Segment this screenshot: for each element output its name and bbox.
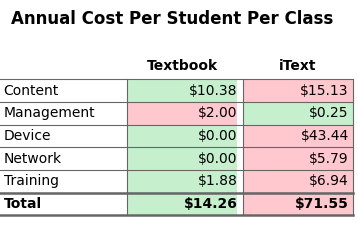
Text: $43.44: $43.44 (300, 129, 349, 143)
Text: $0.00: $0.00 (198, 152, 237, 166)
Text: $14.26: $14.26 (184, 197, 237, 211)
Text: Content: Content (4, 84, 59, 98)
Bar (127, 147, 237, 170)
Bar (127, 125, 237, 147)
Bar (127, 102, 237, 125)
Bar (127, 193, 237, 215)
Bar (243, 170, 353, 193)
Bar (243, 125, 353, 147)
Text: Network: Network (4, 152, 62, 166)
Text: $2.00: $2.00 (198, 106, 237, 120)
Text: $71.55: $71.55 (295, 197, 349, 211)
Text: $5.79: $5.79 (309, 152, 349, 166)
Bar (243, 102, 353, 125)
Bar (127, 170, 237, 193)
Text: Device: Device (4, 129, 51, 143)
Text: iText: iText (279, 59, 316, 72)
Text: $0.00: $0.00 (198, 129, 237, 143)
Text: $15.13: $15.13 (300, 84, 349, 98)
Text: $0.25: $0.25 (309, 106, 349, 120)
Text: Total: Total (4, 197, 42, 211)
Text: $10.38: $10.38 (189, 84, 237, 98)
Text: Textbook: Textbook (147, 59, 218, 72)
Bar (243, 147, 353, 170)
Text: $1.88: $1.88 (198, 174, 237, 188)
Bar (127, 79, 237, 102)
Text: Management: Management (4, 106, 95, 120)
Text: Annual Cost Per Student Per Class: Annual Cost Per Student Per Class (11, 10, 333, 28)
Text: $6.94: $6.94 (309, 174, 349, 188)
Bar (243, 193, 353, 215)
Bar (243, 79, 353, 102)
Text: Training: Training (4, 174, 59, 188)
